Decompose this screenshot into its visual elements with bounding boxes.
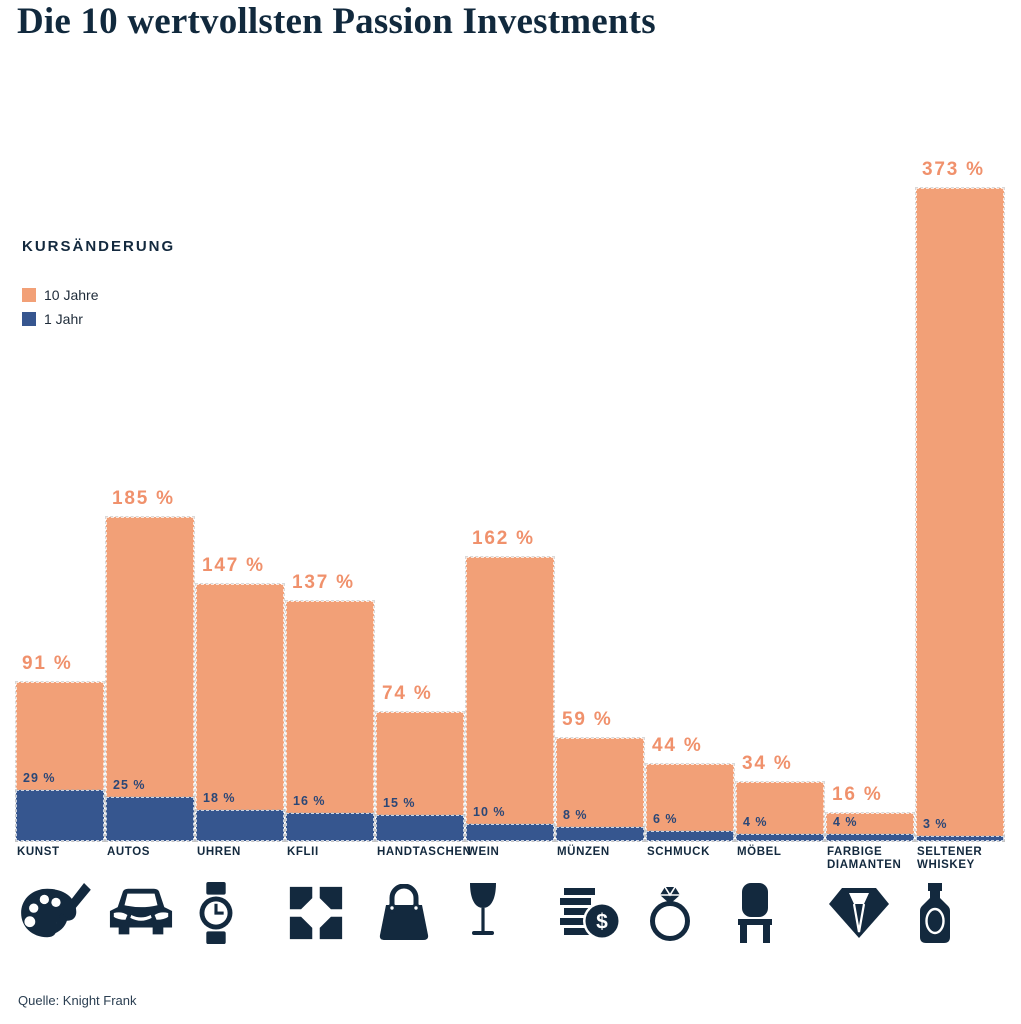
bar-10-jahre [645,763,735,842]
value-label-1-jahr: 18 % [203,790,236,805]
category-label-kunst: KUNST [17,846,60,858]
svg-text:$: $ [596,911,608,934]
value-label-10-jahre: 59 % [562,708,613,730]
diamond-icon [828,882,890,944]
value-label-10-jahre: 185 % [112,488,175,510]
category-label-uhren: UHREN [197,846,241,858]
category-label-kflii: KFLII [287,846,319,858]
bar-1-jahr [375,813,465,843]
legend-item-label: 1 Jahr [44,311,83,327]
category-label-schmuck: SCHMUCK [647,846,710,858]
value-label-10-jahre: 137 % [292,572,355,594]
value-label-1-jahr: 15 % [383,795,416,810]
category-label-farbige-diamanten: FARBIGE DIAMANTEN [827,846,902,871]
value-label-10-jahre: 34 % [742,752,793,774]
chair-icon [738,882,772,944]
legend-item: 1 Jahr [22,307,175,331]
bar-1-jahr [915,834,1005,843]
legend-item: 10 Jahre [22,283,175,307]
bar-10-jahre [735,780,825,842]
value-label-1-jahr: 4 % [833,815,858,829]
page-title: Die 10 wertvollsten Passion Investments [17,1,656,42]
bar-10-jahre [915,187,1005,842]
wine-glass-icon [468,882,498,944]
legend: KURSÄNDERUNG 10 Jahre 1 Jahr [22,238,175,331]
bar-1-jahr [735,833,825,842]
category-label-autos: AUTOS [107,846,151,858]
bar-10-jahre [195,582,285,843]
category-label-mobel: MÖBEL [737,846,782,858]
value-label-1-jahr: 29 % [23,771,56,786]
value-label-10-jahre: 74 % [382,682,433,704]
category-label-munzen: MÜNZEN [557,846,610,858]
legend-item-label: 10 Jahre [44,287,99,303]
value-label-1-jahr: 10 % [473,804,506,819]
legend-title: KURSÄNDERUNG [22,238,176,255]
watch-icon [198,882,234,944]
bar-10-jahre [555,736,645,843]
bar-1-jahr [465,822,555,842]
bar-10-jahre [465,556,555,842]
value-label-1-jahr: 3 % [923,816,948,831]
value-label-10-jahre: 147 % [202,554,265,576]
value-label-10-jahre: 373 % [922,159,985,180]
category-label-wein: WEIN [467,846,500,858]
bar-1-jahr [825,833,915,842]
value-label-1-jahr: 25 % [113,778,146,793]
bar-1-jahr [105,796,195,842]
coins-icon: $ [558,882,620,944]
value-label-10-jahre: 16 % [832,784,883,805]
category-label-handtaschen: HANDTASCHEN [377,846,472,858]
bar-1-jahr [195,808,285,842]
handbag-icon [378,882,430,944]
category-label-seltener-whiskey: SELTENER WHISKEY [917,846,983,871]
kf-index-icon [288,882,344,944]
value-label-1-jahr: 4 % [743,815,768,829]
value-label-10-jahre: 162 % [472,528,535,550]
value-label-10-jahre: 91 % [22,652,73,674]
legend-swatch-icon [22,312,36,326]
bar-1-jahr [555,826,645,842]
source-note: Quelle: Knight Frank [18,993,137,1008]
whiskey-bottle-icon [918,882,952,944]
bar-1-jahr [15,789,105,842]
ring-icon [648,882,692,944]
bar-10-jahre [285,600,375,842]
palette-brush-icon [18,882,92,944]
value-label-1-jahr: 16 % [293,794,326,808]
bar-1-jahr [645,829,735,842]
value-label-1-jahr: 6 % [653,811,678,826]
value-label-1-jahr: 8 % [563,808,588,822]
bar-10-jahre [105,516,195,842]
value-label-10-jahre: 44 % [652,735,703,756]
car-icon [108,882,174,944]
bar-1-jahr [285,812,375,842]
legend-swatch-icon [22,288,36,302]
